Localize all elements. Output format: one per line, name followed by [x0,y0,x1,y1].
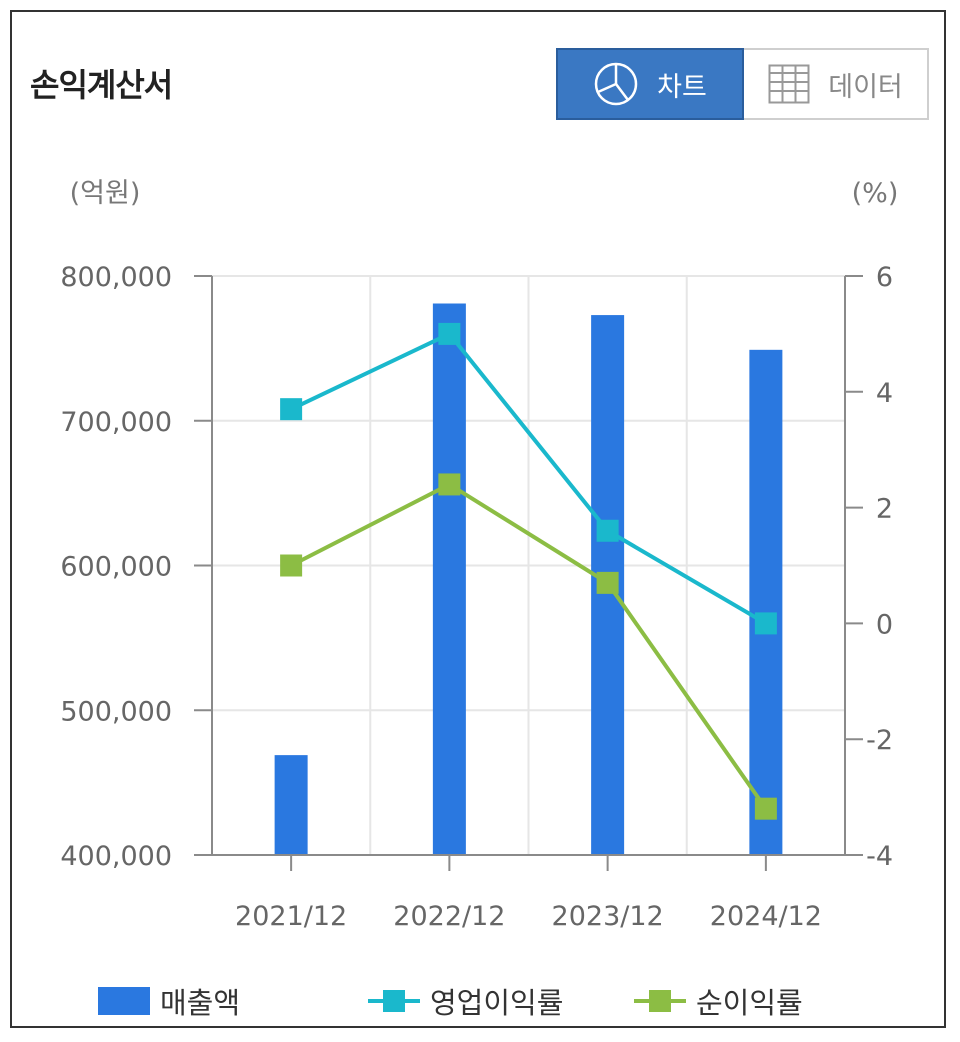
view-toggle: 차트 데이터 [556,48,929,120]
legend-label-operating-margin: 영업이익률 [430,986,564,1020]
left-tick-label: 400,000 [60,841,172,872]
left-tick-label: 800,000 [60,262,172,293]
x-tick-label: 2024/12 [710,901,822,932]
line-series-2 [290,482,768,810]
right-tick-label: -2 [866,725,893,756]
left-tick-label: 600,000 [60,552,172,583]
point-series-1-2024-12[interactable] [754,612,777,635]
right-tick-label: 4 [876,378,893,409]
x-tick-label: 2022/12 [393,901,505,932]
chart-view-button[interactable]: 차트 [556,48,744,120]
left-tick-label: 500,000 [60,696,172,727]
right-tick-label: 2 [876,494,893,525]
legend-label-net-margin: 순이익률 [696,986,803,1020]
right-tick-label: -4 [866,841,893,872]
point-series-1-2021-12[interactable] [280,398,303,421]
point-series-1-2023-12[interactable] [596,519,619,542]
left-axis-unit: (억원) [70,178,141,209]
point-series-2-2023-12[interactable] [596,571,619,594]
bar-2022-12[interactable] [432,303,466,855]
pie-chart-icon [594,62,638,106]
legend-swatch-revenue [98,987,150,1015]
legend-item-revenue[interactable]: 매출액 [98,980,240,1022]
line-series-1 [290,331,767,626]
bar-2024-12[interactable] [749,349,783,855]
legend-swatch-net-margin [634,990,686,1012]
point-series-2-2024-12[interactable] [754,797,777,820]
legend-swatch-operating-margin [368,990,420,1012]
x-tick-label: 2021/12 [235,901,347,932]
point-series-2-2022-12[interactable] [438,473,461,496]
table-grid-icon [768,64,810,104]
right-tick-label: 0 [876,609,893,640]
legend-label-revenue: 매출액 [160,986,241,1020]
right-tick-label: 6 [876,262,893,293]
legend-item-net-margin[interactable]: 순이익률 [634,980,803,1022]
legend-item-operating-margin[interactable]: 영업이익률 [368,980,563,1022]
bar-2021-12[interactable] [274,755,308,855]
income-statement-panel [10,10,946,1028]
panel-title: 손익계산서 [30,66,173,104]
point-series-1-2022-12[interactable] [438,322,461,345]
left-tick-label: 700,000 [60,407,172,438]
chart-legend: 매출액 영업이익률 순이익률 [0,980,960,1024]
income-chart: (억원) (%) 800,000 700,000 600,000 500,000 400… [60,178,899,932]
data-view-button[interactable]: 데이터 [744,48,929,120]
point-series-2-2021-12[interactable] [280,554,303,577]
chart-view-label: 차트 [657,71,707,103]
right-axis-unit: (%) [852,178,899,209]
x-tick-label: 2023/12 [552,901,664,932]
data-view-label: 데이터 [828,71,903,103]
